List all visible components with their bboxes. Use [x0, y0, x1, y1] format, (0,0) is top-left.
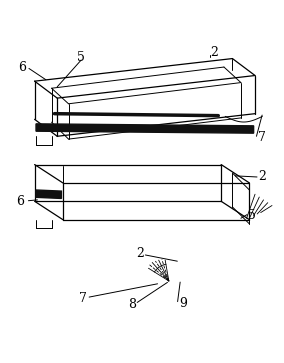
- Text: 9: 9: [179, 297, 187, 310]
- Text: 7: 7: [79, 292, 87, 305]
- Text: 5: 5: [248, 209, 256, 222]
- Text: 2: 2: [258, 170, 266, 183]
- Text: 2: 2: [137, 247, 145, 260]
- Text: 8: 8: [128, 298, 136, 311]
- Polygon shape: [36, 124, 254, 133]
- Text: 2: 2: [210, 46, 218, 60]
- Text: 5: 5: [77, 51, 85, 64]
- Text: 6: 6: [18, 61, 26, 74]
- Polygon shape: [36, 190, 61, 199]
- Text: 7: 7: [258, 131, 266, 144]
- Text: 6: 6: [16, 195, 24, 208]
